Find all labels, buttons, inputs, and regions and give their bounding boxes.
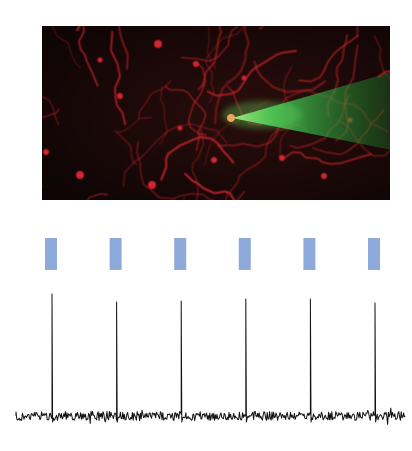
stimulus-pulse bbox=[238, 238, 251, 270]
neurite bbox=[197, 26, 222, 90]
stimulus-pulse bbox=[174, 238, 187, 270]
neurite bbox=[117, 117, 153, 133]
stimulus-pulse bbox=[368, 238, 380, 270]
stained-cell bbox=[177, 125, 183, 131]
neurite bbox=[76, 26, 81, 32]
neurite bbox=[181, 26, 239, 62]
neurite bbox=[253, 60, 327, 93]
recorded-neuron-soma bbox=[227, 114, 235, 122]
neurite bbox=[136, 141, 215, 200]
stained-cell-bodies bbox=[43, 40, 353, 189]
stimulus-pulses bbox=[45, 238, 380, 270]
neurite bbox=[114, 130, 137, 165]
stained-cell bbox=[211, 157, 217, 163]
neurite bbox=[191, 128, 204, 200]
neurite bbox=[138, 80, 172, 119]
neurite bbox=[214, 26, 250, 124]
neurite bbox=[284, 151, 372, 165]
electrode-glow bbox=[222, 101, 302, 129]
stained-cell bbox=[279, 155, 285, 161]
neurite bbox=[184, 172, 235, 200]
neurite bbox=[259, 26, 264, 30]
neurite bbox=[110, 30, 127, 126]
neurite bbox=[187, 62, 207, 136]
neurite bbox=[160, 136, 235, 181]
neurite bbox=[42, 96, 59, 126]
stained-cell bbox=[76, 171, 84, 179]
neurite bbox=[164, 85, 207, 151]
neurite bbox=[205, 26, 245, 104]
neurite bbox=[42, 185, 43, 188]
neurite bbox=[51, 26, 82, 69]
voltage-trace bbox=[15, 293, 406, 425]
stimulus-pulse bbox=[303, 238, 316, 270]
stimulus-pulse bbox=[109, 238, 122, 270]
stained-cell bbox=[321, 173, 327, 179]
fluorescence-micrograph bbox=[42, 26, 390, 200]
neurite bbox=[122, 123, 228, 188]
neurite bbox=[78, 26, 99, 87]
stained-cell bbox=[148, 181, 156, 189]
neurite bbox=[42, 108, 60, 118]
stained-cell bbox=[154, 40, 162, 48]
neurite bbox=[236, 190, 246, 200]
stained-cell bbox=[241, 75, 247, 81]
stimulus-pulse bbox=[45, 238, 57, 270]
neurite bbox=[182, 197, 186, 200]
stained-cell bbox=[117, 93, 123, 99]
neurite bbox=[373, 35, 390, 79]
stained-cell bbox=[97, 57, 103, 63]
stained-cell bbox=[193, 61, 199, 67]
neurite bbox=[206, 26, 217, 70]
neurite bbox=[159, 86, 168, 146]
neurite bbox=[377, 70, 390, 78]
electrode-light-beam bbox=[232, 72, 390, 150]
neurite bbox=[87, 193, 108, 200]
stained-cell bbox=[43, 149, 49, 155]
neurite bbox=[117, 26, 129, 70]
voltage-trace-line bbox=[15, 293, 406, 425]
